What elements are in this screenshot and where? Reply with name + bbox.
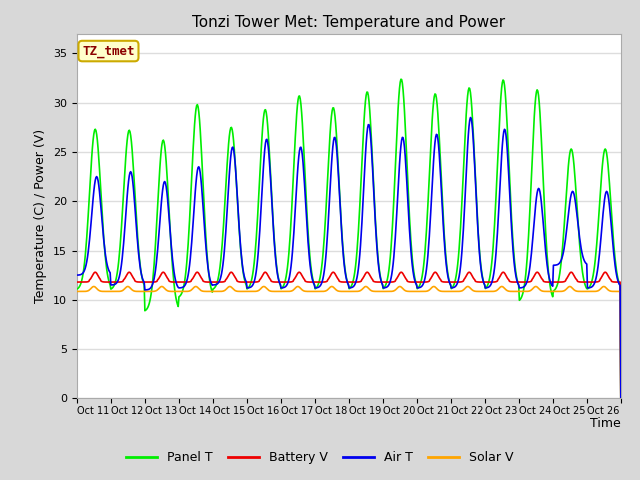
Battery V [405,279,413,285]
Line: Panel T: Panel T [77,79,621,398]
Panel T [237,246,244,252]
Air T [137,267,145,273]
Solar V [237,288,245,294]
Panel T [73,286,81,292]
Battery V [617,396,625,401]
Air T [264,139,271,145]
Solar V [285,288,292,294]
Air T [73,272,81,278]
X-axis label: Time: Time [590,418,621,431]
Air T [617,396,625,401]
Battery V [435,275,443,281]
Battery V [264,272,271,278]
Legend: Panel T, Battery V, Air T, Solar V: Panel T, Battery V, Air T, Solar V [121,446,519,469]
Solar V [406,288,413,294]
Air T [467,115,474,120]
Solar V [617,396,625,401]
Battery V [237,279,244,285]
Solar V [90,284,98,289]
Battery V [137,279,145,285]
Air T [405,214,413,220]
Line: Solar V: Solar V [77,287,621,398]
Solar V [264,287,272,293]
Air T [284,279,292,285]
Panel T [137,266,145,272]
Solar V [138,288,145,294]
Title: Tonzi Tower Met: Temperature and Power: Tonzi Tower Met: Temperature and Power [192,15,506,30]
Panel T [617,396,625,401]
Solar V [436,288,444,294]
Battery V [602,269,609,275]
Line: Battery V: Battery V [77,272,621,398]
Panel T [264,122,271,128]
Air T [435,151,443,157]
Battery V [284,279,292,285]
Line: Air T: Air T [77,118,621,398]
Panel T [284,258,292,264]
Y-axis label: Temperature (C) / Power (V): Temperature (C) / Power (V) [35,129,47,303]
Text: TZ_tmet: TZ_tmet [82,45,135,58]
Solar V [73,288,81,294]
Panel T [397,76,404,82]
Battery V [73,279,81,285]
Panel T [436,148,444,154]
Air T [237,245,244,251]
Panel T [406,214,413,219]
